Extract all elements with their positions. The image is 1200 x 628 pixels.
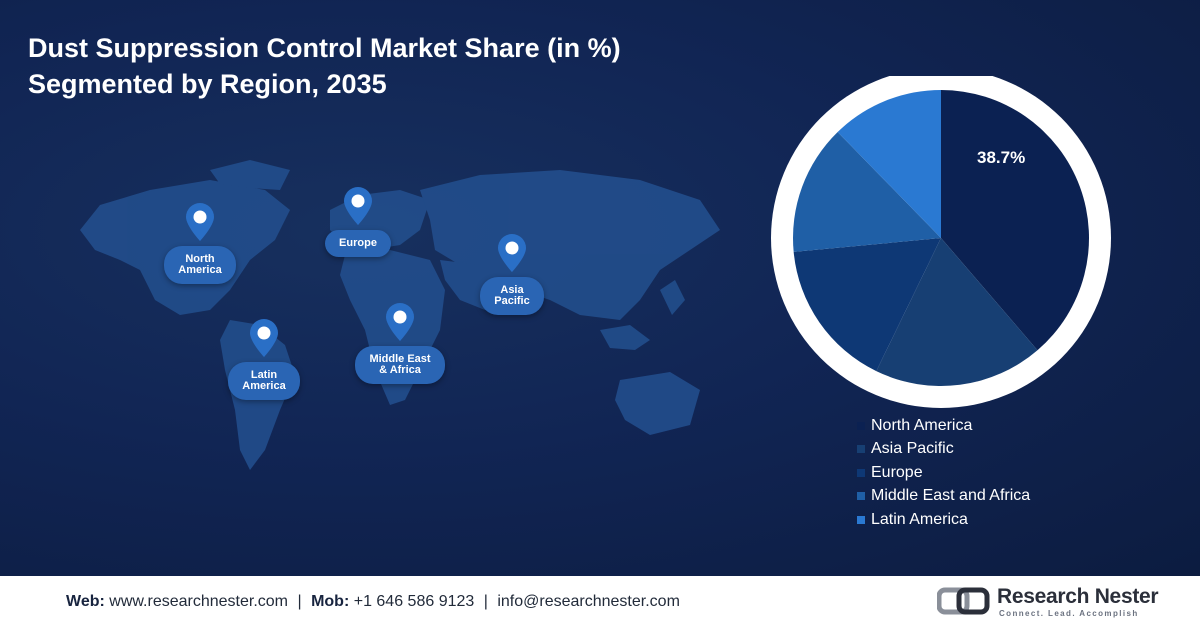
region-label-latin-america: Latin America <box>228 362 300 400</box>
pie-slice-europe <box>793 238 941 372</box>
legend-item-europe: Europe <box>857 461 1030 485</box>
region-marker-latin-america: Latin America <box>174 318 354 400</box>
legend-swatch <box>857 492 865 501</box>
region-label-north-america: North America <box>164 246 236 284</box>
region-marker-europe: Europe <box>268 186 448 257</box>
chart-title: Dust Suppression Control Market Share (i… <box>28 30 621 102</box>
email-link[interactable]: info@researchnester.com <box>497 593 680 610</box>
pie-chart-svg <box>771 68 1111 408</box>
legend-label: Asia Pacific <box>871 440 954 458</box>
location-pin-icon <box>498 234 526 272</box>
region-marker-middle-east-africa: Middle East & Africa <box>310 302 490 384</box>
pie-slice-north-america <box>941 90 1089 351</box>
mob-label: Mob: <box>311 593 350 610</box>
legend-item-north-america: North America <box>857 414 1030 438</box>
region-marker-asia-pacific: Asia Pacific <box>422 233 602 315</box>
title-line-1: Dust Suppression Control Market Share (i… <box>28 33 621 63</box>
region-label-europe: Europe <box>325 230 391 257</box>
location-pin-icon <box>186 203 214 241</box>
legend-label: Middle East and Africa <box>871 487 1031 505</box>
legend-swatch <box>857 468 865 477</box>
region-label-asia-pacific: Asia Pacific <box>480 277 544 315</box>
region-marker-north-america: North America <box>110 202 290 284</box>
brand-tagline: Connect. Lead. Accomplish <box>999 609 1139 618</box>
divider: | <box>483 593 488 610</box>
footer: Web: www.researchnester.com | Mob: +1 64… <box>0 576 1200 628</box>
web-label: Web: <box>66 593 105 610</box>
phone-number: +1 646 586 9123 <box>353 593 475 610</box>
contact-line: Web: www.researchnester.com | Mob: +1 64… <box>66 593 680 611</box>
web-link[interactable]: www.researchnester.com <box>109 593 288 610</box>
legend-item-asia-pacific: Asia Pacific <box>857 438 1030 462</box>
location-pin-icon <box>386 303 414 341</box>
infographic-panel: Dust Suppression Control Market Share (i… <box>0 0 1200 576</box>
brand-name: Research Nester <box>997 585 1159 608</box>
legend-label: North America <box>871 416 973 434</box>
location-pin-icon <box>344 187 372 225</box>
pie-slice-middle-east-and-africa <box>793 132 941 252</box>
legend-swatch <box>857 421 865 430</box>
legend-label: Latin America <box>871 510 968 528</box>
title-line-2: Segmented by Region, 2035 <box>28 69 387 99</box>
pie-chart: 38.7% <box>765 68 1117 426</box>
pie-slice-latin-america <box>837 90 941 238</box>
location-pin-icon <box>250 319 278 357</box>
legend-label: Europe <box>871 463 923 481</box>
legend-item-latin-america: Latin America <box>857 508 1030 532</box>
divider: | <box>297 593 302 610</box>
legend-swatch <box>857 445 865 454</box>
chart-legend: North America Asia Pacific Europe Middle Ea… <box>857 414 1030 532</box>
legend-item-middle-east-and-africa: Middle East and Africa <box>857 485 1030 509</box>
brand-mark-icon <box>936 587 990 615</box>
research-nester-logo: Research Nester Connect. Lead. Accomplis… <box>936 584 1159 622</box>
pie-slice-asia-pacific <box>876 238 1038 386</box>
region-label-middle-east-africa: Middle East & Africa <box>355 346 445 384</box>
data-label-north-america: 38.7% <box>977 148 1026 167</box>
legend-swatch <box>857 515 865 524</box>
